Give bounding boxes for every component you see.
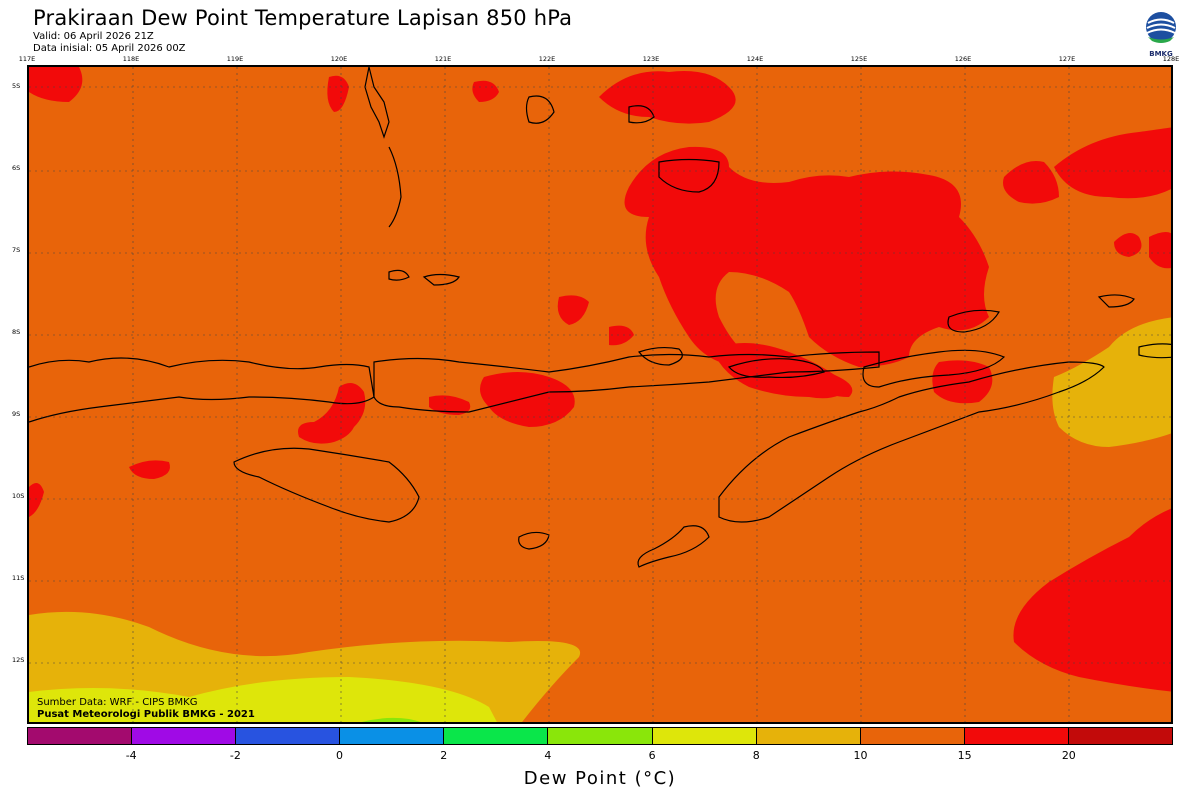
lat-label: 11S [12,574,25,582]
lat-label: 12S [12,656,25,664]
colorbar-tick-label: 0 [336,749,344,762]
flores-coast [373,351,880,413]
lon-label: 124E [746,55,764,63]
small-islands-3 [947,309,1000,333]
red-region-flores [429,395,471,415]
colorbar-segment [340,728,445,744]
sulawesi-peninsula [388,146,402,228]
yellow-region-south [29,677,497,722]
colorbar-segment [28,728,133,744]
gold-region-east [1052,317,1171,447]
colorbar-tick-label: 10 [853,749,868,762]
colorbar-segment [236,728,341,744]
red-region-timor-n [932,360,993,404]
source-line-2: Pusat Meteorologi Publik BMKG - 2021 [37,709,255,720]
lat-label: 8S [12,328,21,336]
small-islands-6 [628,105,655,124]
lat-label: 5S [12,82,21,90]
chart-title: Prakiraan Dew Point Temperature Lapisan … [33,6,573,30]
colorbar-segment [444,728,549,744]
init-time: Data inisial: 05 April 2026 00Z [33,43,186,54]
colorbar-tick-label: 4 [544,749,552,762]
colorbar-tick-label: -2 [229,749,241,762]
red-region-small3 [557,295,589,325]
alor-coast [727,358,825,379]
red-region-small2 [472,80,499,102]
lon-label: 125E [850,55,868,63]
lon-label: 120E [330,55,348,63]
red-region-east2 [1114,233,1142,257]
red-region-sw [29,483,44,517]
red-region-west [298,383,366,444]
lon-label: 122E [538,55,556,63]
map-svg [29,67,1171,722]
red-region-small4 [609,325,634,346]
green-region-south [361,717,421,722]
lomblen-coast [638,346,683,366]
small-islands-5 [1138,343,1171,359]
colorbar-tick-label: 2 [440,749,448,762]
lon-label: 117E [18,55,36,63]
small-islands-4 [1097,294,1135,308]
red-region-north [599,71,736,124]
colorbar-tick-label: 8 [752,749,760,762]
red-region-small1 [327,75,349,112]
lat-label: 6S [12,164,21,172]
colorbar-title: Dew Point (°C) [523,768,677,789]
red-region-east3 [1149,232,1171,269]
colorbar-segment [1068,728,1173,744]
lon-label: 121E [434,55,452,63]
colorbar [27,727,1173,745]
red-region-nw [29,67,83,102]
lat-label: 9S [12,410,21,418]
red-region-east1 [1003,161,1059,204]
tanimbar-island [658,158,720,193]
lat-label: 10S [12,492,25,500]
colorbar-segment [964,728,1069,744]
lon-label: 127E [1058,55,1076,63]
timor-coast [718,361,1105,523]
colorbar-segment [860,728,965,744]
source-line-1: Sumber Data: WRF - CIPS BMKG [37,697,198,708]
lat-label: 7S [12,246,21,254]
small-islands-2 [422,273,460,286]
valid-time: Valid: 06 April 2026 21Z [33,31,154,42]
colorbar-segment [548,728,653,744]
colorbar-segment [756,728,861,744]
colorbar-segment [652,728,757,744]
small-islands-1 [388,269,410,281]
red-region-sawu [719,343,849,399]
wetar-coast [862,349,1006,388]
colorbar-segment [132,728,237,744]
buton-island [525,95,555,124]
lon-label: 126E [954,55,972,63]
lon-label: 118E [122,55,140,63]
red-region-northeast [1054,127,1171,199]
sulawesi-coast [364,67,390,139]
lon-label: 123E [642,55,660,63]
bmkg-logo-icon [1146,12,1176,43]
grid-lines [29,67,1171,722]
savu-coast [518,531,550,550]
lon-label: 128E [1162,55,1180,63]
sumbawa-coast [29,357,375,423]
logo-text: BMKG [1149,50,1173,58]
colorbar-tick-label: -4 [125,749,137,762]
bmkg-logo: BMKG [1144,10,1178,58]
lon-label: 119E [226,55,244,63]
red-region-banda [624,146,989,397]
red-region-central [480,372,575,427]
dewpoint-map [27,65,1173,724]
red-region-sumbawa [129,460,170,479]
colorbar-tick-label: 6 [648,749,656,762]
colorbar-tick-label: 15 [957,749,972,762]
red-region-southeast [1013,508,1171,692]
coastlines [29,67,1171,568]
sumba-coast [233,447,420,523]
background-field [29,67,1171,722]
rote-coast [637,525,710,568]
colorbar-tick-label: 20 [1061,749,1076,762]
